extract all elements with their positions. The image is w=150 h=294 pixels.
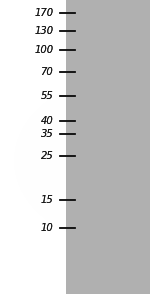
Text: 100: 100 [34, 45, 53, 55]
Text: 130: 130 [34, 26, 53, 36]
Text: 35: 35 [40, 129, 53, 139]
Text: 70: 70 [40, 67, 53, 77]
Text: 25: 25 [40, 151, 53, 161]
Text: 55: 55 [40, 91, 53, 101]
Text: 25: 25 [40, 151, 53, 161]
Text: 70: 70 [40, 67, 53, 77]
Text: 15: 15 [40, 195, 53, 205]
Text: 10: 10 [40, 223, 53, 233]
Text: 35: 35 [40, 129, 53, 139]
Text: 10: 10 [40, 223, 53, 233]
Text: 130: 130 [34, 26, 53, 36]
Text: 170: 170 [34, 8, 53, 18]
Text: 100: 100 [34, 45, 53, 55]
Bar [67, 0, 150, 294]
Text: 170: 170 [34, 8, 53, 18]
Text: 40: 40 [40, 116, 53, 126]
Text: 55: 55 [40, 91, 53, 101]
Text: 40: 40 [40, 116, 53, 126]
Text: 15: 15 [40, 195, 53, 205]
